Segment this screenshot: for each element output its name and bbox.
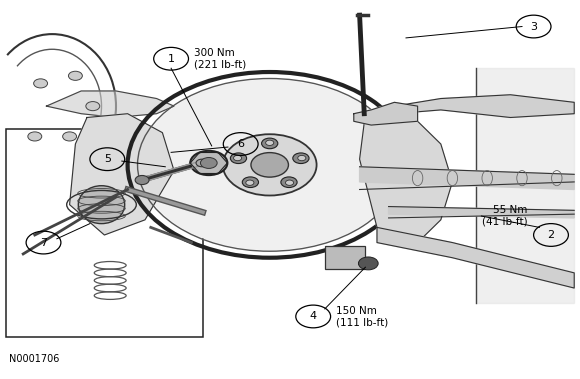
Circle shape [230, 153, 246, 164]
Circle shape [190, 151, 227, 175]
Polygon shape [377, 227, 574, 288]
Polygon shape [70, 114, 174, 235]
Circle shape [86, 102, 100, 111]
Circle shape [139, 80, 400, 250]
Circle shape [196, 159, 208, 167]
Circle shape [251, 153, 288, 177]
Circle shape [63, 132, 77, 141]
Circle shape [246, 180, 254, 185]
Bar [325, 246, 365, 269]
Text: 1: 1 [168, 54, 175, 64]
Text: 4: 4 [310, 312, 317, 321]
Text: N0001706: N0001706 [9, 354, 59, 364]
Circle shape [201, 158, 217, 168]
Circle shape [298, 155, 306, 161]
Polygon shape [360, 114, 452, 243]
Polygon shape [354, 102, 418, 125]
Circle shape [281, 177, 297, 188]
Bar [6, 129, 203, 337]
Text: 300 Nm
(221 lb-ft): 300 Nm (221 lb-ft) [194, 48, 246, 69]
Text: 150 Nm
(111 lb-ft): 150 Nm (111 lb-ft) [336, 306, 389, 327]
Ellipse shape [78, 186, 125, 224]
Text: 6: 6 [237, 139, 244, 149]
Text: 2: 2 [548, 230, 554, 240]
Polygon shape [389, 207, 574, 218]
Text: 7: 7 [40, 238, 47, 247]
Text: 55 Nm
(41 lb-ft): 55 Nm (41 lb-ft) [482, 205, 528, 227]
Circle shape [285, 180, 293, 185]
Circle shape [135, 175, 149, 185]
Circle shape [28, 132, 42, 141]
Circle shape [68, 71, 82, 80]
Circle shape [293, 153, 309, 164]
Circle shape [242, 177, 259, 188]
Polygon shape [46, 91, 174, 117]
Polygon shape [476, 68, 574, 303]
Circle shape [234, 155, 242, 161]
Circle shape [262, 138, 278, 149]
Text: 3: 3 [530, 22, 537, 31]
Text: 5: 5 [104, 154, 111, 164]
Polygon shape [360, 167, 574, 190]
Circle shape [266, 140, 274, 146]
Circle shape [358, 257, 378, 270]
Polygon shape [394, 95, 574, 117]
Circle shape [34, 79, 48, 88]
Circle shape [223, 134, 317, 196]
